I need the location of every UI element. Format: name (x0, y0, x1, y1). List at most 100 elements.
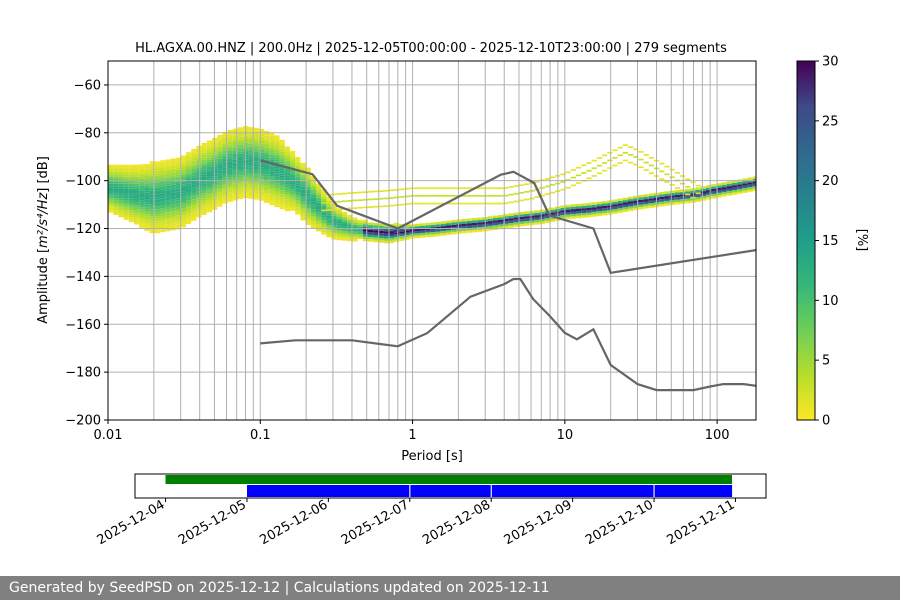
density-cell (222, 146, 228, 149)
density-cell-secondary (529, 197, 535, 200)
density-cell (576, 203, 582, 207)
density-cell (305, 217, 311, 221)
density-cell (378, 233, 384, 236)
density-cell (186, 161, 192, 165)
density-cell (253, 175, 259, 179)
density-cell (550, 219, 556, 222)
density-cell (227, 173, 233, 176)
density-cell (217, 154, 223, 157)
density-cell (269, 178, 275, 182)
density-cell (326, 218, 332, 221)
density-cell-secondary (518, 192, 524, 194)
density-cell (144, 171, 150, 174)
density-cell (191, 182, 197, 185)
density-cell (123, 186, 129, 189)
density-cell (206, 193, 212, 196)
density-cell (300, 203, 306, 206)
density-cell-secondary (633, 163, 639, 166)
density-cell (586, 210, 592, 213)
density-cell (529, 213, 535, 216)
density-cell (326, 206, 332, 209)
density-cell (347, 219, 353, 223)
density-cell (284, 184, 290, 188)
density-cell (674, 194, 680, 198)
density-cell (258, 169, 264, 172)
density-cell-secondary (508, 201, 514, 204)
density-cell (290, 198, 296, 202)
density-cell (108, 207, 114, 211)
density-cell (227, 139, 233, 142)
density-cell (269, 176, 275, 179)
density-cell-secondary (342, 200, 348, 203)
density-cell (290, 208, 296, 211)
density-cell (269, 133, 275, 136)
density-cell (238, 175, 244, 178)
density-cell (420, 232, 426, 236)
density-cell (206, 152, 212, 155)
density-cell (165, 212, 171, 215)
density-cell (186, 219, 192, 222)
density-cell (238, 182, 244, 185)
density-cell (331, 234, 337, 238)
density-cell (123, 195, 129, 199)
density-cell (378, 228, 384, 231)
density-cell (466, 218, 472, 221)
density-cell (170, 184, 176, 188)
density-cell (191, 196, 197, 200)
density-cell (711, 193, 717, 197)
density-cell (123, 198, 129, 201)
density-cell (378, 240, 384, 243)
density-cell (175, 205, 181, 208)
density-cell (258, 129, 264, 132)
density-cell-secondary (685, 178, 691, 181)
density-cell (264, 140, 270, 144)
density-cell (201, 193, 207, 196)
density-cell (258, 174, 264, 177)
density-cell (316, 188, 322, 191)
density-cell (700, 198, 706, 201)
density-cell (368, 236, 374, 240)
density-cell (430, 229, 436, 232)
density-cell (290, 201, 296, 204)
density-cell (165, 214, 171, 217)
density-cell-secondary (690, 196, 696, 199)
density-cell (227, 177, 233, 181)
density-cell (238, 189, 244, 192)
density-cell (274, 176, 280, 179)
density-cell (342, 219, 348, 222)
density-cell (118, 200, 124, 203)
density-cell (524, 216, 530, 219)
density-cell (451, 220, 457, 223)
density-cell (570, 213, 576, 217)
density-cell (139, 185, 145, 189)
density-cell (383, 226, 389, 229)
density-cell (290, 153, 296, 156)
density-cell (248, 148, 254, 151)
density-cell (466, 220, 472, 224)
density-cell (388, 238, 394, 241)
density-cell (264, 164, 270, 167)
density-cell-secondary (503, 194, 509, 197)
density-cell (362, 238, 368, 242)
density-cell (222, 189, 228, 192)
density-cell (310, 211, 316, 214)
density-cell (430, 234, 436, 237)
density-cell-secondary (492, 187, 498, 190)
density-cell (732, 185, 738, 188)
density-cell (446, 232, 452, 235)
density-cell (113, 167, 119, 170)
density-cell (576, 211, 582, 214)
density-cell (154, 211, 160, 214)
density-cell (638, 195, 644, 198)
density-cell (591, 214, 597, 217)
density-cell (435, 226, 441, 230)
density-cell (232, 171, 238, 175)
density-cell (134, 205, 140, 208)
timeline-ticks: 2025-12-04 2025-12-05 2025-12-06 2025-12-07… (95, 497, 738, 548)
density-cell (154, 204, 160, 207)
density-cell (310, 204, 316, 207)
density-cell (196, 195, 202, 199)
density-cell (258, 162, 264, 165)
density-cell (222, 165, 228, 168)
